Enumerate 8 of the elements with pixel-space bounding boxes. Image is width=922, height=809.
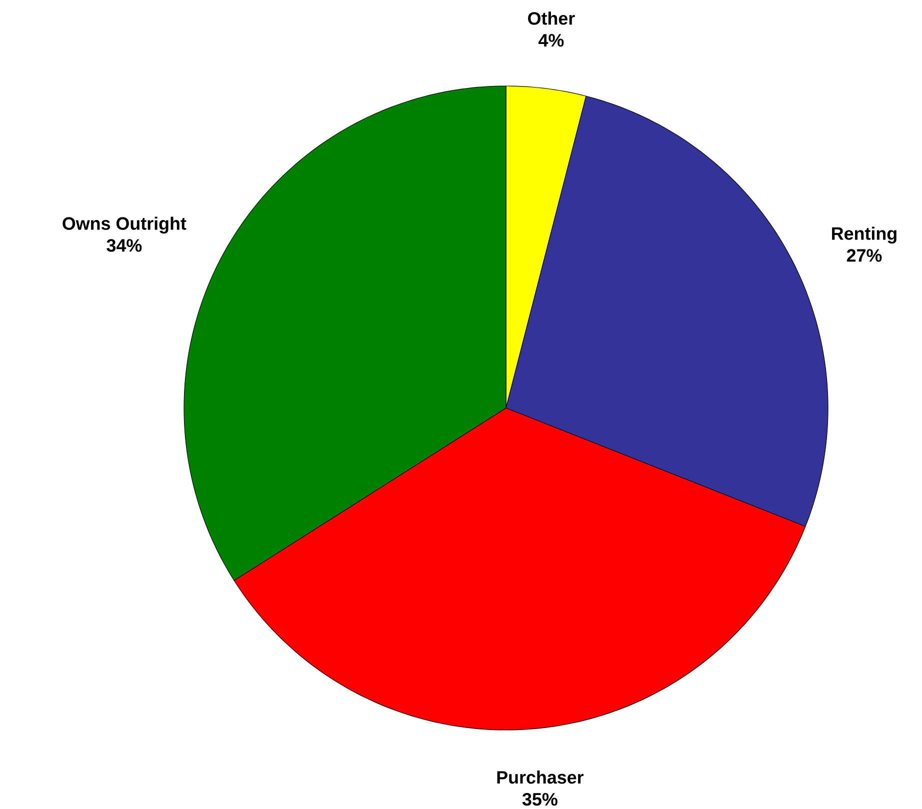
- slice-label: Renting: [832, 226, 896, 244]
- data-label: 27%: [846, 249, 882, 262]
- slice-label: Owns Outright: [62, 216, 186, 234]
- data-label: 4%: [538, 34, 564, 47]
- slice-label: Purchaser: [497, 770, 584, 784]
- data-label: 35%: [522, 792, 558, 806]
- slice-label: Other: [528, 12, 575, 25]
- data-label: 34%: [106, 239, 142, 252]
